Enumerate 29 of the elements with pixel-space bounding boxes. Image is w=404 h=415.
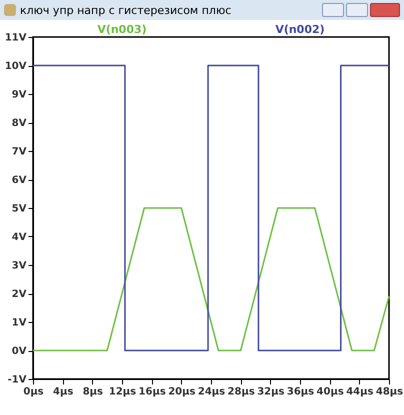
y-tick-label: 7V xyxy=(12,146,27,158)
y-tick-label: 10V xyxy=(4,61,27,72)
x-tick-label: 24µs xyxy=(198,386,226,398)
y-tick-label: 8V xyxy=(12,118,27,129)
chart-title: ключ упр напр с гистерезисом плюс xyxy=(20,4,232,16)
x-tick-label: 40µs xyxy=(316,386,344,398)
y-tick-label: 3V xyxy=(12,260,27,272)
x-tick-label: 12µs xyxy=(108,386,136,398)
y-tick-label: 11V xyxy=(4,32,27,44)
x-tick-label: 0µs xyxy=(23,386,44,398)
y-tick-label: 6V xyxy=(12,175,27,186)
x-tick-label: 48µs xyxy=(376,386,404,398)
x-tick-label: 28µs xyxy=(228,386,255,398)
y-tick-label: 2V xyxy=(12,289,27,300)
x-tick-label: 4µs xyxy=(53,386,74,398)
x-tick-label: 32µs xyxy=(257,386,284,398)
x-tick-label: 8µs xyxy=(82,386,104,398)
text: V(n003) xyxy=(97,23,147,36)
y-tick-label: 4V xyxy=(12,232,27,243)
y-tick-label: 1V xyxy=(12,318,27,328)
text: V(n002) xyxy=(275,23,325,36)
x-tick-label: 36µs xyxy=(286,386,314,398)
x-tick-label: 44µs xyxy=(346,386,374,398)
x-tick-label: 16µs xyxy=(138,386,166,398)
y-tick-label: 5V xyxy=(12,204,27,214)
y-tick-label: 9V xyxy=(12,90,27,100)
y-tick-label: -1V xyxy=(8,374,27,386)
y-tick-label: 0V xyxy=(12,346,27,357)
x-tick-label: 20µs xyxy=(168,386,196,398)
